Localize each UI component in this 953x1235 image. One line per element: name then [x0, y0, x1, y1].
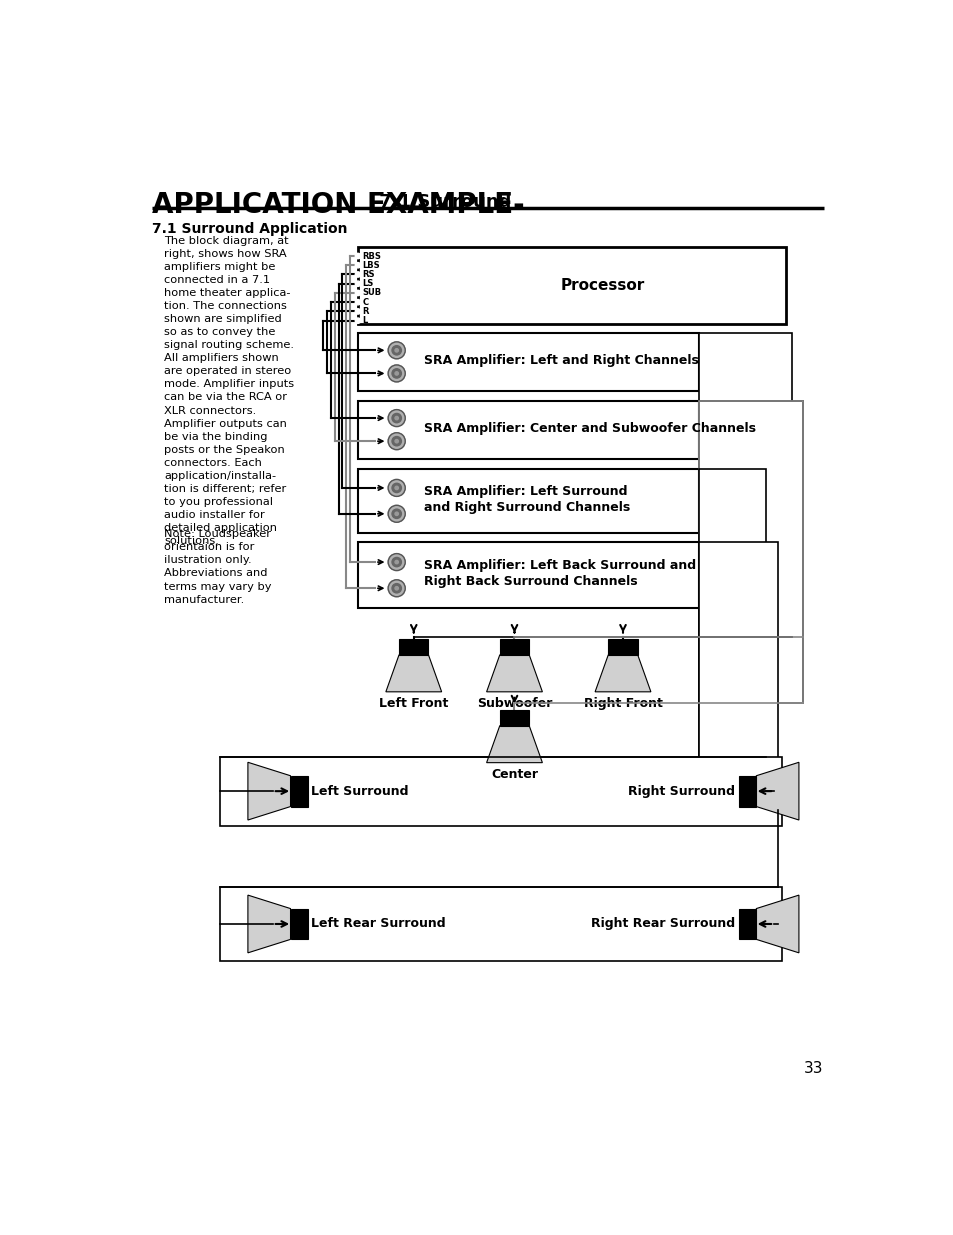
Circle shape [392, 369, 401, 378]
Text: Right Front: Right Front [583, 698, 661, 710]
Bar [357, 468, 699, 534]
Polygon shape [595, 655, 650, 692]
Circle shape [395, 587, 398, 590]
Bar [357, 542, 699, 608]
Text: Processor: Processor [560, 278, 644, 293]
Text: 33: 33 [802, 1061, 822, 1076]
Circle shape [395, 348, 398, 352]
Bar [739, 776, 756, 806]
Bar [220, 757, 781, 826]
Bar [291, 776, 307, 806]
Text: SRA Amplifier: Center and Subwoofer Channels: SRA Amplifier: Center and Subwoofer Chan… [423, 421, 755, 435]
Text: Note: Loudspeaker
orientaion is for
ilustration only.
Abbreviations and
terms ma: Note: Loudspeaker orientaion is for ilus… [164, 530, 272, 605]
Bar [699, 401, 802, 703]
Bar [699, 333, 791, 637]
Bar [739, 909, 756, 940]
Bar [357, 401, 699, 458]
Bar [699, 468, 765, 757]
Circle shape [395, 487, 398, 489]
Circle shape [355, 290, 360, 295]
Circle shape [355, 300, 360, 305]
Text: SRA Amplifier: Left and Right Channels: SRA Amplifier: Left and Right Channels [423, 354, 698, 367]
Circle shape [388, 553, 405, 571]
Circle shape [388, 432, 405, 450]
Polygon shape [486, 655, 542, 692]
Bar [357, 247, 785, 324]
Bar [699, 401, 802, 703]
Text: Center: Center [491, 768, 537, 781]
Polygon shape [385, 655, 441, 692]
Text: Left Surround: Left Surround [311, 784, 409, 798]
Circle shape [392, 584, 401, 593]
Polygon shape [756, 895, 798, 953]
Circle shape [388, 342, 405, 359]
Circle shape [395, 416, 398, 420]
Text: R: R [362, 308, 369, 316]
Polygon shape [486, 726, 542, 763]
Text: 7.1 Surround: 7.1 Surround [373, 193, 511, 211]
Circle shape [355, 282, 360, 287]
Text: SRA Amplifier: Left Back Surround and
Right Back Surround Channels: SRA Amplifier: Left Back Surround and Ri… [423, 559, 696, 588]
Circle shape [395, 372, 398, 375]
Text: SRA Amplifier: Left Surround
and Right Surround Channels: SRA Amplifier: Left Surround and Right S… [423, 485, 629, 514]
Circle shape [392, 436, 401, 446]
Text: SUB: SUB [362, 289, 381, 298]
Circle shape [388, 410, 405, 426]
Bar [291, 909, 307, 940]
Circle shape [392, 346, 401, 354]
Text: Subwoofer: Subwoofer [476, 698, 552, 710]
Circle shape [392, 414, 401, 422]
Text: LS: LS [362, 279, 374, 288]
Text: LBS: LBS [362, 261, 380, 269]
Bar [499, 710, 529, 726]
Circle shape [392, 509, 401, 519]
Bar [608, 640, 637, 655]
Circle shape [395, 440, 398, 443]
Circle shape [355, 263, 360, 268]
Polygon shape [756, 762, 798, 820]
Bar [357, 333, 699, 390]
Circle shape [355, 309, 360, 314]
Circle shape [388, 505, 405, 522]
Circle shape [395, 561, 398, 563]
Text: L: L [362, 316, 368, 325]
Circle shape [395, 513, 398, 515]
Circle shape [355, 272, 360, 277]
Bar [699, 542, 778, 810]
Text: RBS: RBS [362, 252, 381, 261]
Circle shape [388, 366, 405, 382]
Text: Right Surround: Right Surround [628, 784, 735, 798]
Text: Right Rear Surround: Right Rear Surround [591, 918, 735, 930]
Circle shape [392, 557, 401, 567]
Text: APPLICATION EXAMPLE-: APPLICATION EXAMPLE- [152, 190, 524, 219]
Text: Left Rear Surround: Left Rear Surround [311, 918, 446, 930]
Bar [499, 640, 529, 655]
Polygon shape [248, 895, 291, 953]
Circle shape [388, 579, 405, 597]
Circle shape [392, 483, 401, 493]
Circle shape [355, 317, 360, 324]
Text: 7.1 Surround Application: 7.1 Surround Application [152, 222, 347, 236]
Text: RS: RS [362, 270, 375, 279]
Circle shape [355, 253, 360, 258]
Circle shape [388, 479, 405, 496]
Polygon shape [248, 762, 291, 820]
Text: The block diagram, at
right, shows how SRA
amplifiers might be
connected in a 7.: The block diagram, at right, shows how S… [164, 236, 294, 546]
Bar [398, 640, 428, 655]
Bar [220, 888, 781, 961]
Text: Left Front: Left Front [378, 698, 448, 710]
Text: C: C [362, 298, 369, 306]
